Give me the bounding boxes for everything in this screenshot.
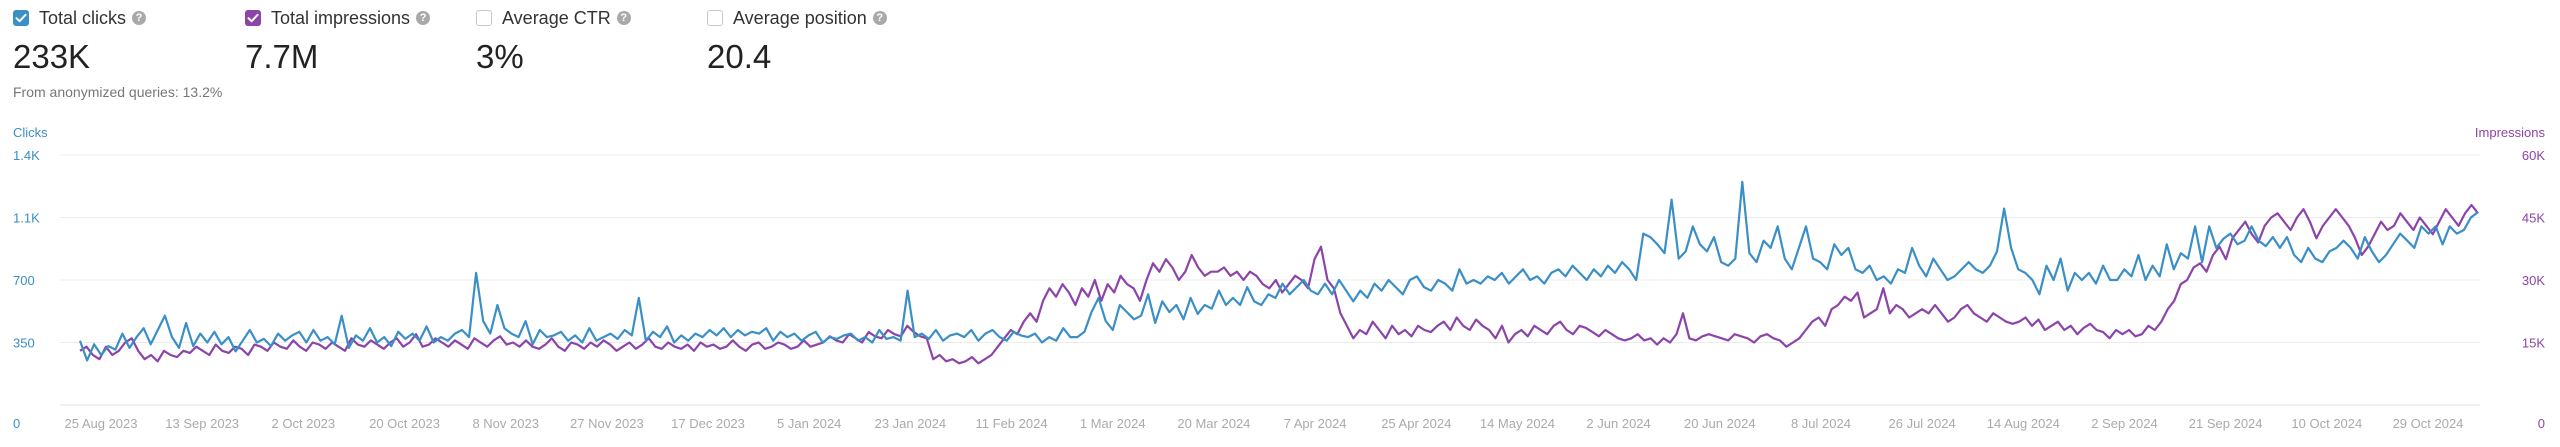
metric-total-impressions[interactable]: Total impressions ? 7.7M [245, 0, 431, 90]
metric-label: Average position [733, 7, 867, 28]
impressions-series-line [79, 203, 2479, 365]
metric-label: Average CTR [502, 7, 611, 28]
metric-value: 233K [13, 38, 91, 75]
right-tick-label: 45K [2522, 211, 2545, 226]
left-zero-label: 0 [13, 416, 20, 431]
metric-label: Total clicks [39, 7, 127, 28]
x-tick-label: 20 Jun 2024 [1684, 416, 1756, 431]
average-position-checkbox[interactable] [707, 10, 723, 26]
x-tick-label: 25 Aug 2023 [64, 416, 137, 431]
x-tick-label: 13 Sep 2023 [165, 416, 239, 431]
x-tick-label: 26 Jul 2024 [1889, 416, 1956, 431]
total-clicks-checkbox[interactable] [13, 10, 29, 26]
check-icon [15, 13, 27, 23]
anonymized-queries-note: From anonymized queries: 13.2% [13, 84, 223, 100]
right-tick-label: 60K [2522, 148, 2545, 163]
metric-value: 3% [476, 38, 524, 75]
x-tick-label: 8 Jul 2024 [1791, 416, 1851, 431]
x-tick-label: 29 Oct 2024 [2393, 416, 2464, 431]
help-icon[interactable]: ? [132, 11, 147, 25]
help-icon[interactable]: ? [616, 11, 631, 25]
x-tick-label: 2 Jun 2024 [1586, 416, 1650, 431]
metric-label: Total impressions [271, 7, 411, 28]
metric-average-ctr[interactable]: Average CTR ? 3% [476, 0, 631, 90]
total-impressions-checkbox[interactable] [245, 10, 261, 26]
right-zero-label: 0 [2538, 416, 2545, 431]
x-tick-label: 7 Apr 2024 [1284, 416, 1347, 431]
x-tick-label: 21 Sep 2024 [2189, 416, 2263, 431]
left-tick-label: 1.4K [13, 148, 40, 163]
left-axis-title: Clicks [13, 125, 48, 140]
left-tick-label: 700 [13, 273, 35, 288]
x-tick-label: 27 Nov 2023 [570, 416, 644, 431]
performance-chart: Clicks Impressions 350 15K 700 30K 1.1K 45K 1.4K… [13, 125, 2546, 431]
x-tick-label: 17 Dec 2023 [671, 416, 745, 431]
help-icon[interactable]: ? [416, 11, 431, 25]
check-icon [247, 13, 259, 23]
metric-value: 20.4 [707, 38, 772, 75]
x-tick-label: 14 May 2024 [1480, 416, 1555, 431]
x-tick-label: 20 Oct 2023 [369, 416, 440, 431]
average-ctr-checkbox[interactable] [476, 10, 492, 26]
x-tick-label: 10 Oct 2024 [2291, 416, 2362, 431]
x-tick-label: 20 Mar 2024 [1177, 416, 1250, 431]
x-tick-label: 5 Jan 2024 [777, 416, 841, 431]
x-tick-label: 23 Jan 2024 [875, 416, 947, 431]
metric-average-position[interactable]: Average position ? 20.4 [707, 0, 887, 90]
right-tick-label: 15K [2522, 336, 2545, 351]
left-tick-label: 1.1K [13, 211, 40, 226]
x-tick-label: 14 Aug 2024 [1987, 416, 2060, 431]
left-tick-label: 350 [13, 336, 35, 351]
right-tick-label: 30K [2522, 273, 2545, 288]
x-tick-label: 2 Sep 2024 [2091, 416, 2158, 431]
metric-total-clicks[interactable]: Total clicks ? 233K [13, 0, 147, 90]
x-tick-label: 25 Apr 2024 [1381, 416, 1451, 431]
clicks-series-line [78, 180, 2479, 362]
metric-value: 7.7M [245, 38, 319, 75]
x-tick-label: 8 Nov 2023 [472, 416, 539, 431]
right-axis-title: Impressions [2475, 125, 2546, 140]
x-tick-label: 11 Feb 2024 [976, 416, 1048, 431]
x-tick-label: 1 Mar 2024 [1080, 416, 1146, 431]
help-icon[interactable]: ? [872, 11, 887, 25]
x-tick-label: 2 Oct 2023 [272, 416, 336, 431]
